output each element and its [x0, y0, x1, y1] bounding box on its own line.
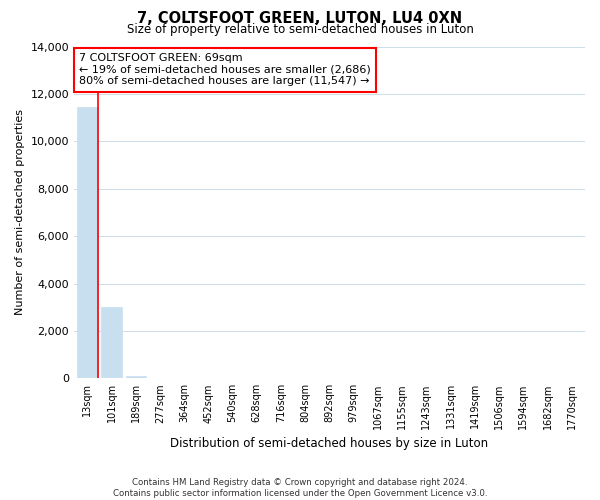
- Bar: [125, 376, 146, 378]
- Text: 7 COLTSFOOT GREEN: 69sqm
← 19% of semi-detached houses are smaller (2,686)
80% o: 7 COLTSFOOT GREEN: 69sqm ← 19% of semi-d…: [79, 53, 371, 86]
- Text: 7, COLTSFOOT GREEN, LUTON, LU4 0XN: 7, COLTSFOOT GREEN, LUTON, LU4 0XN: [137, 11, 463, 26]
- Y-axis label: Number of semi-detached properties: Number of semi-detached properties: [15, 110, 25, 316]
- Text: Contains HM Land Registry data © Crown copyright and database right 2024.
Contai: Contains HM Land Registry data © Crown c…: [113, 478, 487, 498]
- X-axis label: Distribution of semi-detached houses by size in Luton: Distribution of semi-detached houses by …: [170, 437, 488, 450]
- Text: Size of property relative to semi-detached houses in Luton: Size of property relative to semi-detach…: [127, 22, 473, 36]
- Bar: [77, 107, 98, 378]
- Bar: [101, 307, 122, 378]
